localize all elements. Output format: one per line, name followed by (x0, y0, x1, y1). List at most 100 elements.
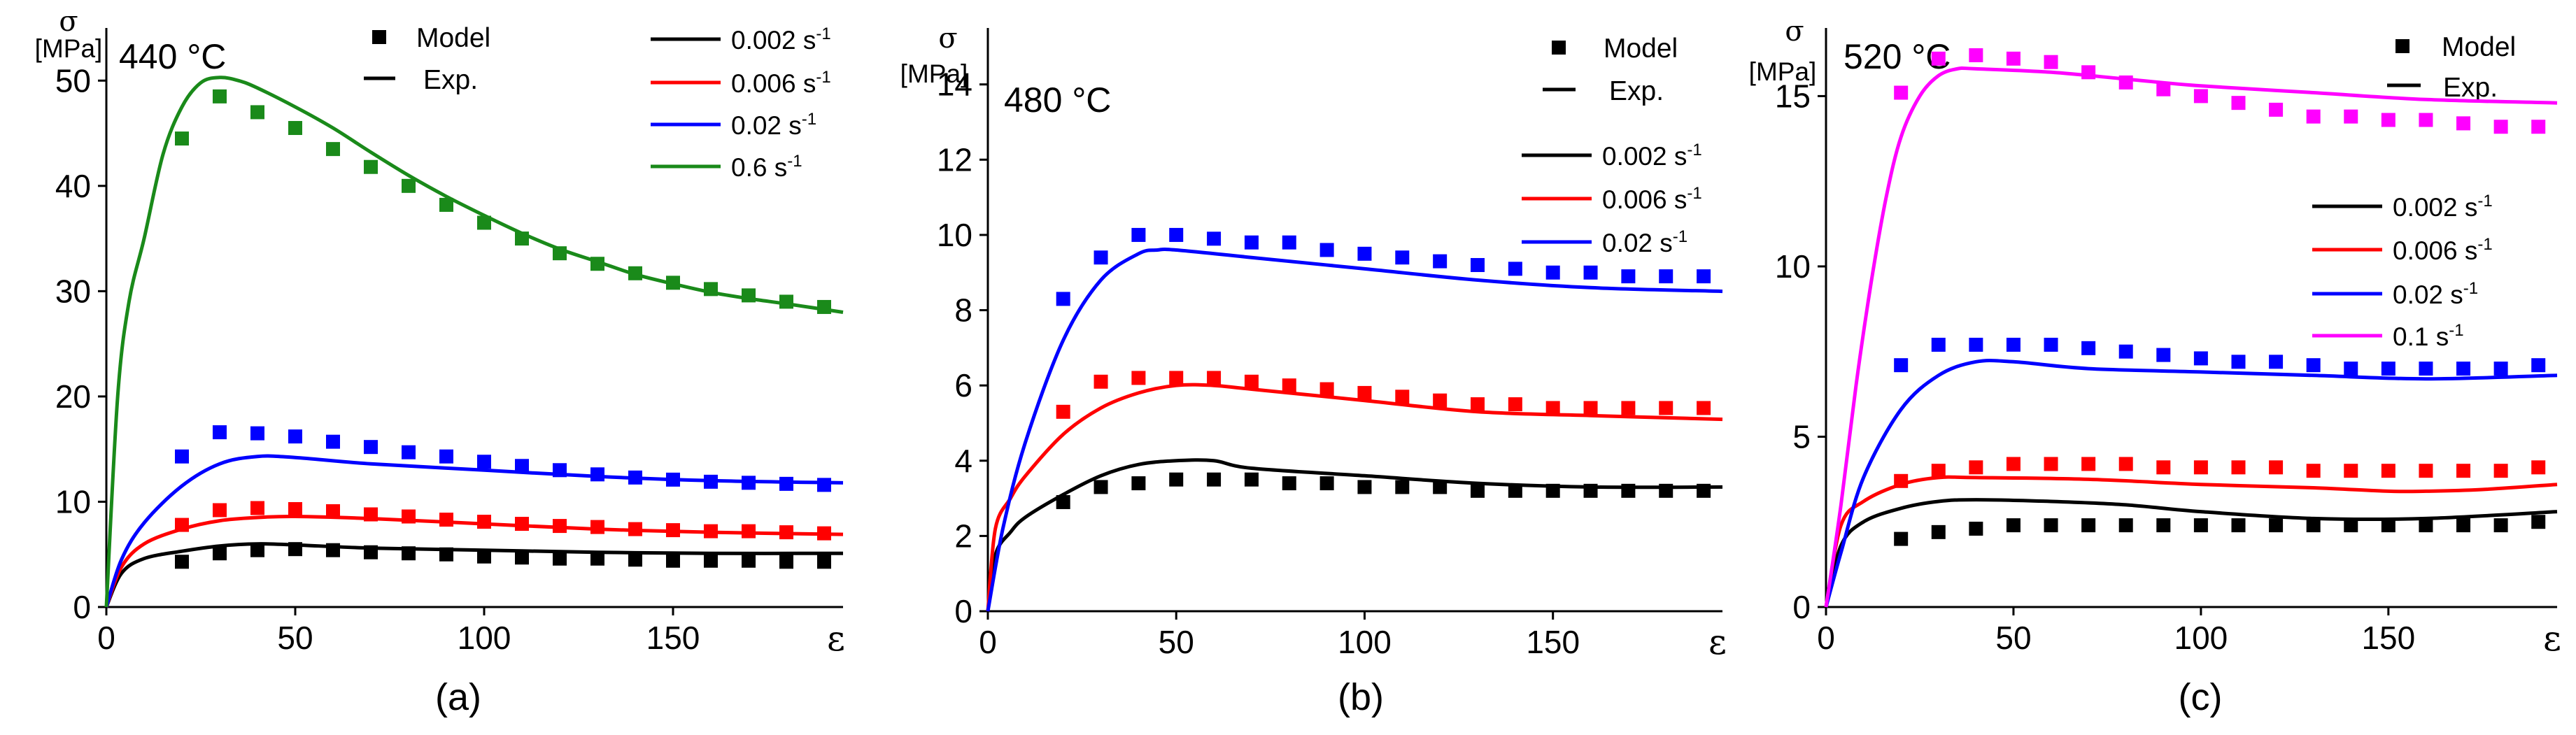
model-point-series-3 (250, 105, 264, 120)
legend-label-01: 0.1 s-1 (2393, 321, 2464, 351)
y-tick-label: 6 (954, 367, 972, 404)
model-point-series-0 (2306, 518, 2321, 533)
legend-label-0002: 0.002 s-1 (731, 24, 831, 55)
model-point-series-1 (2081, 457, 2096, 471)
model-point-series-0 (477, 549, 491, 564)
x-tick-label: 50 (277, 620, 313, 656)
legend-model-marker (2395, 39, 2409, 53)
model-point-series-1 (2531, 460, 2546, 475)
model-point-series-2 (590, 467, 604, 482)
model-point-series-0 (250, 543, 264, 557)
temperature-label: 440 °C (119, 37, 226, 76)
y-tick-label: 30 (55, 273, 91, 309)
model-point-series-1 (1207, 371, 1222, 385)
model-point-series-0 (1969, 521, 1983, 536)
model-point-series-2 (1207, 231, 1222, 246)
model-point-series-1 (2193, 460, 2208, 475)
model-point-series-2 (628, 470, 642, 485)
legend-label-002: 0.02 s-1 (1602, 227, 1687, 257)
model-point-series-1 (1094, 374, 1108, 389)
y-tick-label: 0 (1792, 589, 1811, 625)
legend-label-0002: 0.002 s-1 (1602, 141, 1702, 171)
model-point-series-0 (439, 547, 453, 562)
model-point-series-2 (2006, 337, 2021, 352)
y-tick-label: 5 (1792, 418, 1811, 455)
model-point-series-3 (439, 197, 453, 212)
model-point-series-3 (704, 282, 718, 297)
model-point-series-2 (1545, 265, 1560, 280)
model-point-series-1 (1244, 374, 1259, 389)
model-point-series-1 (1131, 371, 1146, 385)
model-point-series-0 (1395, 480, 1410, 494)
model-point-series-2 (817, 478, 831, 492)
model-point-series-1 (2306, 464, 2321, 478)
model-point-series-1 (704, 524, 718, 538)
model-point-series-3 (515, 231, 529, 246)
model-point-series-1 (213, 503, 227, 518)
legend-label-06: 0.6 s-1 (731, 152, 802, 182)
model-point-series-2 (1659, 269, 1673, 284)
legend-label-002: 0.02 s-1 (2393, 279, 2478, 309)
model-point-series-2 (2118, 344, 2133, 359)
y-tick-label: 12 (937, 141, 972, 178)
model-point-series-3 (2006, 51, 2021, 66)
model-point-series-0 (779, 555, 793, 569)
model-point-series-2 (402, 445, 416, 459)
model-point-series-1 (1697, 401, 1711, 415)
model-point-series-2 (742, 476, 756, 490)
model-point-series-0 (742, 553, 756, 568)
model-point-series-2 (779, 476, 793, 491)
y-tick-label: 10 (55, 483, 91, 520)
model-point-series-2 (1508, 262, 1522, 276)
model-point-series-0 (175, 555, 189, 569)
model-point-series-2 (1931, 337, 1946, 352)
model-point-series-1 (439, 513, 453, 527)
model-point-series-0 (817, 555, 831, 569)
rate-legend: 0.002 s-1 0.006 s-1 0.02 s-1 (1522, 141, 1702, 257)
model-point-series-3 (326, 142, 340, 157)
model-point-series-1 (2456, 464, 2471, 478)
model-point-series-3 (2118, 75, 2133, 90)
model-point-series-3 (2231, 96, 2246, 110)
model-point-series-1 (477, 515, 491, 529)
model-point-series-1 (1056, 404, 1070, 419)
model-point-series-1 (2006, 457, 2021, 471)
model-point-series-3 (742, 288, 756, 303)
model-point-series-0 (288, 542, 302, 557)
model-point-series-0 (2493, 518, 2508, 533)
model-point-series-1 (288, 501, 302, 516)
model-point-series-2 (1894, 358, 1909, 373)
model-point-series-1 (1583, 401, 1598, 415)
model-point-series-2 (2381, 362, 2395, 376)
model-point-series-0 (1508, 483, 1522, 498)
model-point-series-0 (2419, 518, 2433, 533)
model-point-series-1 (1282, 378, 1296, 393)
model-point-series-2 (364, 440, 378, 455)
panel-label: (a) (435, 676, 481, 718)
legend-model-marker (1552, 41, 1566, 55)
y-tick-label: 15 (1775, 78, 1811, 114)
rate-legend: 0.002 s-1 0.006 s-1 0.02 s-1 0.6 s-1 (651, 24, 831, 182)
model-point-series-3 (628, 266, 642, 280)
model-point-series-2 (1169, 227, 1184, 242)
model-point-series-3 (1931, 51, 1946, 66)
model-point-series-0 (2456, 518, 2471, 533)
model-point-series-3 (2456, 116, 2471, 131)
exp-line-series-2 (1824, 358, 2558, 608)
model-point-series-3 (213, 89, 227, 104)
model-point-series-1 (2118, 457, 2133, 471)
model-point-series-0 (1621, 483, 1636, 498)
legend-model-marker (372, 30, 386, 44)
model-point-series-2 (1621, 269, 1636, 284)
y-tick-label: 2 (954, 518, 972, 554)
model-point-series-2 (704, 474, 718, 489)
model-point-series-2 (2419, 362, 2433, 376)
model-point-series-1 (364, 507, 378, 522)
model-point-series-1 (2156, 460, 2171, 475)
y-axis-unit: [MPa] (35, 34, 103, 63)
model-point-series-0 (666, 553, 680, 568)
legend-exp-label: Exp. (1609, 76, 1664, 106)
model-point-series-3 (2156, 82, 2171, 97)
model-point-series-2 (2193, 351, 2208, 366)
